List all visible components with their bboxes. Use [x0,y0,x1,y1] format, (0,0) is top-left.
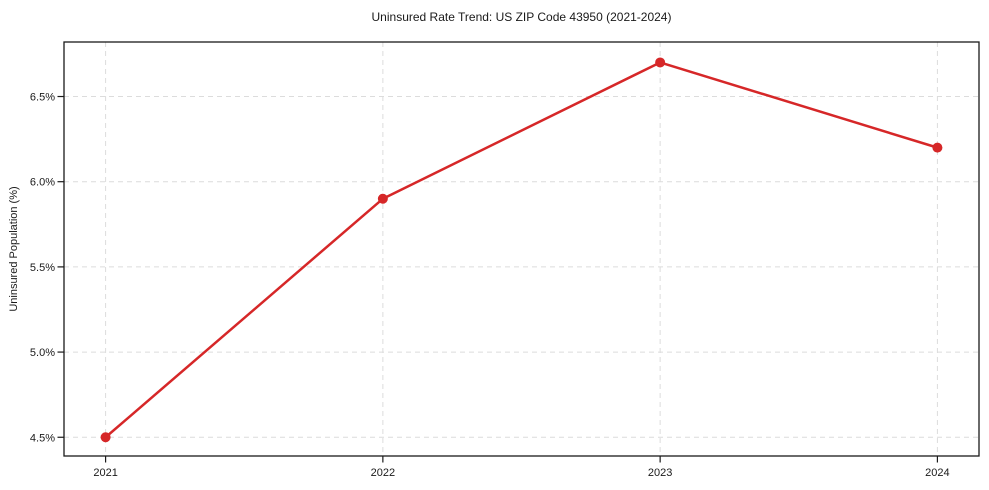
data-line [104,61,939,439]
y-tick-label: 6.5% [30,92,55,104]
data-point-marker [932,142,943,153]
x-tick-label: 2022 [371,467,395,479]
x-tick-label: 2024 [925,467,949,479]
y-tick-label: 4.5% [30,432,55,444]
data-point-marker [100,432,111,443]
chart-title: Uninsured Rate Trend: US ZIP Code 43950 … [371,10,672,24]
y-tick-label: 5.0% [30,347,55,359]
data-point-marker [655,57,666,68]
data-point-marker [377,193,388,204]
y-tick-label: 5.5% [30,262,55,274]
x-tick-label: 2021 [93,467,117,479]
x-tick-label: 2023 [648,467,672,479]
y-tick-label: 6.0% [30,177,55,189]
plot-frame [63,41,980,457]
